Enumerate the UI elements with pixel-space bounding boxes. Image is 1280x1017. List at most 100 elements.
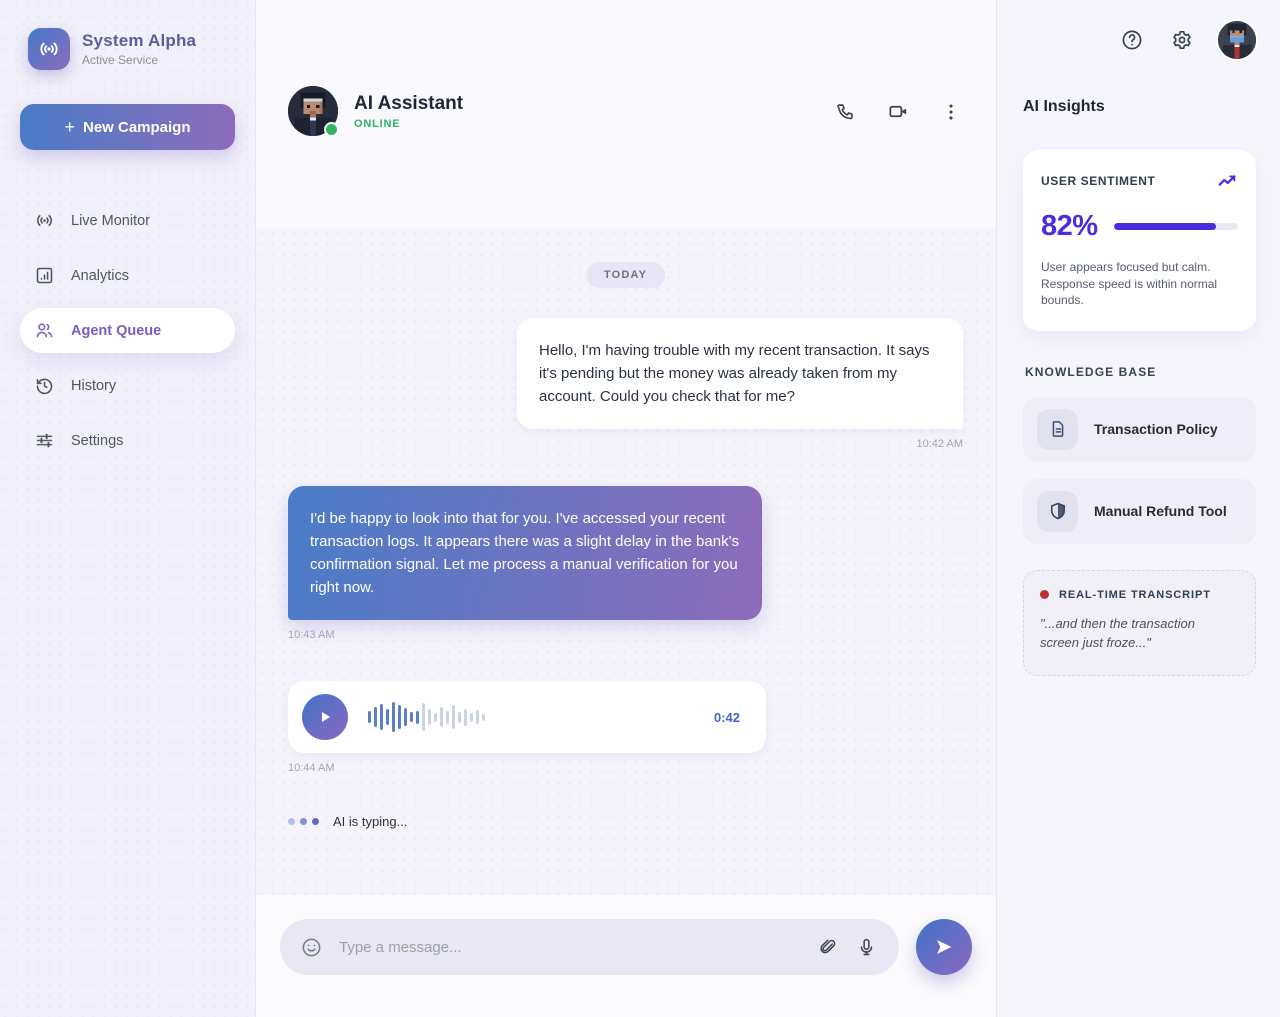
chat-panel: AI Assistant ONLINE <box>256 0 996 1017</box>
transcript-card: REAL-TIME TRANSCRIPT "...and then the tr… <box>1023 569 1256 676</box>
insights-title: AI Insights <box>1023 98 1105 115</box>
plus-icon: + <box>64 116 75 137</box>
sentiment-progress-fill <box>1113 223 1216 230</box>
voice-duration: 0:42 <box>713 709 740 725</box>
peer-status: ONLINE <box>354 117 401 130</box>
ai-message-bubble: I'd be happy to look into that for you. … <box>288 486 762 620</box>
chat-peer: AI Assistant ONLINE <box>288 86 463 137</box>
sliders-icon <box>34 430 55 451</box>
message-input[interactable] <box>339 938 801 956</box>
waveform-bar <box>440 707 443 727</box>
sentiment-description: User appears focused but calm. Response … <box>1041 260 1218 307</box>
sentiment-value: 82% <box>1041 210 1098 242</box>
send-button[interactable] <box>916 919 972 975</box>
waveform-bar <box>398 705 401 729</box>
waveform-bar <box>404 708 407 726</box>
waveform-bar <box>386 709 389 725</box>
sidebar-item-label: Live Monitor <box>71 212 150 229</box>
phone-icon <box>835 101 857 123</box>
waveform-bar <box>380 704 383 730</box>
message-timestamp: 10:44 AM <box>288 762 335 774</box>
user-avatar-image <box>1218 21 1256 59</box>
kb-item-label: Manual Refund Tool <box>1094 503 1227 519</box>
send-icon <box>933 936 955 958</box>
voice-waveform[interactable] <box>368 699 694 735</box>
typing-dots-icon <box>288 818 319 825</box>
message-user: Hello, I'm having trouble with my recent… <box>288 318 963 450</box>
app-title: System Alpha <box>82 31 197 50</box>
waveform-bar <box>428 709 431 725</box>
brand-logo <box>28 28 70 70</box>
sentiment-progress-track <box>1113 223 1238 230</box>
waveform-bar <box>470 712 473 722</box>
waveform-bar <box>476 710 479 724</box>
knowledge-base-label: KNOWLEDGE BASE <box>1025 364 1157 379</box>
sidebar-item-live-monitor[interactable]: Live Monitor <box>20 198 235 243</box>
waveform-bar <box>374 707 377 727</box>
video-call-button[interactable] <box>885 98 912 125</box>
sidebar-item-history[interactable]: History <box>20 363 235 408</box>
paperclip-icon <box>817 937 838 958</box>
attach-button[interactable] <box>815 935 840 960</box>
message-timestamp: 10:43 AM <box>288 629 335 641</box>
typing-label: AI is typing... <box>333 814 408 829</box>
user-profile-avatar[interactable] <box>1218 21 1256 59</box>
message-timestamp: 10:42 AM <box>916 438 963 450</box>
sidebar-item-settings[interactable]: Settings <box>20 418 235 463</box>
help-button[interactable] <box>1118 26 1146 54</box>
mic-button[interactable] <box>854 935 879 960</box>
emoji-button[interactable] <box>298 934 325 961</box>
voice-call-button[interactable] <box>833 99 859 125</box>
waveform-bar <box>446 710 449 724</box>
ai-avatar-image <box>288 86 338 136</box>
message-list[interactable]: TODAY Hello, I'm having trouble with my … <box>256 228 996 895</box>
shield-icon <box>1037 490 1078 532</box>
sidebar-item-label: History <box>71 377 117 394</box>
new-campaign-label: New Campaign <box>82 118 191 136</box>
brand: System Alpha Active Service <box>20 28 235 70</box>
date-divider: TODAY <box>288 262 963 288</box>
play-icon <box>317 709 333 725</box>
chat-header: AI Assistant ONLINE <box>256 0 996 228</box>
broadcast-icon <box>34 210 55 231</box>
new-campaign-button[interactable]: + New Campaign <box>20 104 235 150</box>
microphone-icon <box>856 937 877 958</box>
transcript-text: "...and then the transaction screen just… <box>1040 615 1195 651</box>
gear-icon <box>1170 28 1194 52</box>
waveform-bar <box>368 711 371 723</box>
kb-item-manual-refund-tool[interactable]: Manual Refund Tool <box>1023 478 1256 544</box>
message-voice: 0:42 10:44 AM <box>288 681 963 774</box>
waveform-bar <box>392 702 395 732</box>
sidebar-item-analytics[interactable]: Analytics <box>20 253 235 298</box>
peer-info: AI Assistant ONLINE <box>354 93 463 130</box>
kb-item-label: Transaction Policy <box>1094 421 1218 437</box>
bar-chart-icon <box>34 265 55 286</box>
waveform-bar <box>410 712 413 722</box>
ai-avatar <box>288 86 339 137</box>
document-icon <box>1037 408 1078 450</box>
sidebar-nav: Live Monitor Analytics <box>20 198 235 463</box>
message-input-pill <box>280 919 899 975</box>
user-message-bubble: Hello, I'm having trouble with my recent… <box>517 318 963 429</box>
sidebar-item-label: Agent Queue <box>71 322 162 339</box>
online-status-dot <box>324 122 339 137</box>
sidebar-item-label: Settings <box>71 432 124 449</box>
play-button[interactable] <box>302 694 348 740</box>
app-subtitle: Active Service <box>82 53 159 67</box>
message-ai: I'd be happy to look into that for you. … <box>288 486 963 641</box>
sentiment-label: USER SENTIMENT <box>1041 174 1156 188</box>
video-camera-icon <box>887 100 910 123</box>
recording-dot-icon <box>1040 590 1049 599</box>
more-options-button[interactable] <box>938 99 964 125</box>
global-top-actions <box>1023 18 1256 62</box>
waveform-bar <box>422 703 425 731</box>
brand-text: System Alpha Active Service <box>82 31 196 67</box>
waveform-bar <box>434 712 437 722</box>
sidebar-item-agent-queue[interactable]: Agent Queue <box>20 308 235 353</box>
chat-header-actions <box>833 86 964 125</box>
kb-item-transaction-policy[interactable]: Transaction Policy <box>1023 396 1256 462</box>
settings-button[interactable] <box>1168 26 1196 54</box>
history-icon <box>34 375 55 396</box>
kebab-menu-icon <box>940 101 962 123</box>
